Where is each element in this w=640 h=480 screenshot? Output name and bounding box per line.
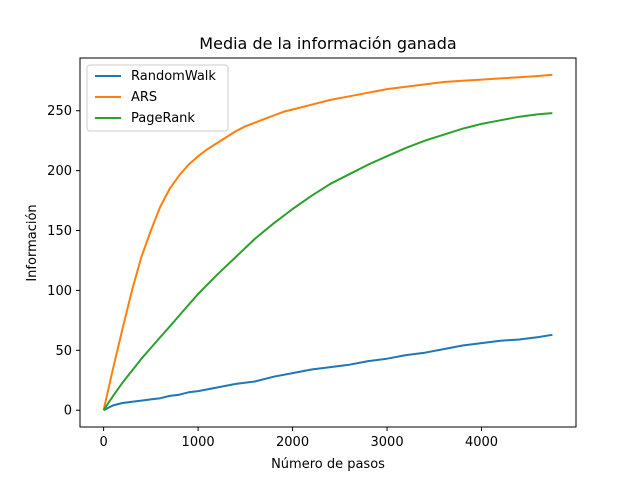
- legend-label-randomwalk: RandomWalk: [131, 69, 216, 84]
- y-tick-label: 200: [47, 164, 72, 179]
- series-line-ars: [102, 73, 553, 411]
- series-line-pagerank: [102, 112, 553, 411]
- chart-title: Media de la información ganada: [199, 34, 456, 53]
- y-axis-label: Información: [25, 204, 40, 281]
- ticks-layer: 0 1000 2000 3000 4000 0 50 100 150 200 250: [47, 104, 498, 450]
- x-tick-label: 0: [99, 435, 107, 450]
- x-axis-label: Número de pasos: [271, 457, 385, 472]
- series-line-randomwalk: [103, 333, 553, 412]
- plot-frame: [79, 57, 577, 428]
- x-tick-label: 3000: [371, 435, 404, 450]
- y-tick-label: 250: [47, 104, 72, 119]
- legend: RandomWalk ARS PageRank: [86, 64, 229, 132]
- y-tick-label: 50: [55, 344, 72, 359]
- x-tick-label: 2000: [276, 435, 309, 450]
- y-tick-label: 100: [47, 284, 72, 299]
- legend-label-pagerank: PageRank: [131, 111, 195, 126]
- y-tick-label: 150: [47, 224, 72, 239]
- series-layer: [102, 73, 553, 412]
- x-tick-label: 1000: [182, 435, 215, 450]
- x-tick-label: 4000: [465, 435, 498, 450]
- y-tick-label: 0: [64, 404, 72, 419]
- legend-label-ars: ARS: [131, 90, 157, 105]
- legend-box: [86, 64, 229, 132]
